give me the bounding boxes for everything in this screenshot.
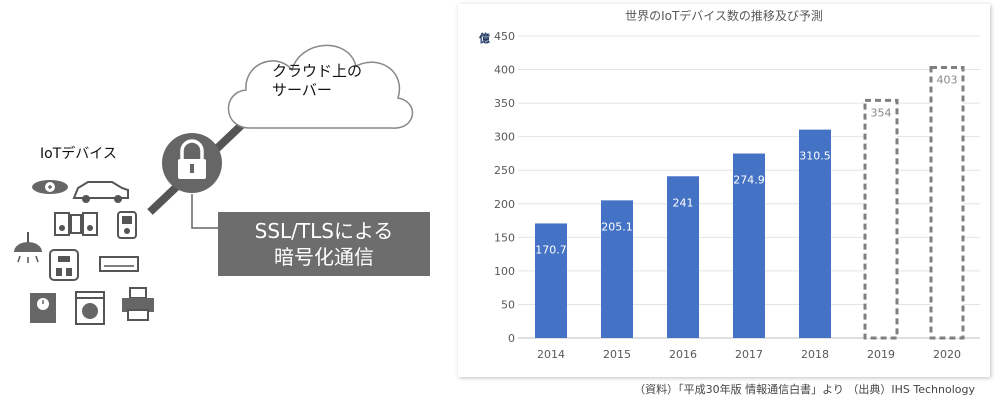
y-tick-label: 200 bbox=[494, 198, 515, 211]
ssl-label-line2: 暗号化通信 bbox=[218, 244, 430, 270]
smart-glasses-icon bbox=[32, 180, 68, 194]
lock-icon bbox=[162, 133, 222, 193]
y-tick-label: 50 bbox=[501, 298, 515, 311]
y-tick-label: 350 bbox=[494, 97, 515, 110]
washing-machine-icon bbox=[76, 292, 104, 324]
source-note: （資料）「平成30年版 情報通信白書」より （出典）IHS Technology bbox=[634, 381, 975, 397]
x-tick-label: 2020 bbox=[933, 348, 961, 361]
music-player-icon bbox=[118, 212, 136, 238]
iot-diagram: クラウド上の サーバー IoTデバイス SSL/TLSによる 暗号化通信 bbox=[0, 0, 440, 404]
diagram-graphics bbox=[0, 0, 440, 404]
chart-panel: 世界のIoTデバイス数の推移及び予測 億 0 50 100 150 200 250 300 3… bbox=[458, 4, 990, 377]
ceiling-light-icon bbox=[14, 232, 42, 263]
forecast-bar bbox=[865, 100, 897, 338]
y-tick-label: 250 bbox=[494, 164, 515, 177]
bar-value-label: 403 bbox=[937, 74, 958, 87]
x-tick-label: 2016 bbox=[669, 348, 697, 361]
forecast-bar bbox=[931, 68, 963, 338]
y-tick-label: 450 bbox=[494, 30, 515, 43]
bar-value-label: 170.7 bbox=[535, 243, 567, 256]
bar-value-label: 274.9 bbox=[733, 174, 765, 187]
x-tick-label: 2018 bbox=[801, 348, 829, 361]
x-tick-label: 2019 bbox=[867, 348, 895, 361]
lock-connector bbox=[192, 194, 218, 228]
air-conditioner-icon bbox=[100, 257, 138, 271]
iot-devices-label: IoTデバイス bbox=[40, 143, 117, 163]
car-icon bbox=[74, 182, 128, 203]
bar-value-label: 241 bbox=[673, 196, 694, 209]
y-tick-label: 0 bbox=[508, 332, 515, 345]
y-tick-label: 150 bbox=[494, 231, 515, 244]
bar-value-label: 354 bbox=[871, 106, 892, 119]
x-tick-label: 2015 bbox=[603, 348, 631, 361]
weighing-scale-icon bbox=[30, 293, 56, 323]
cloud-label: クラウド上の サーバー bbox=[272, 62, 362, 100]
bar-value-label: 205.1 bbox=[601, 220, 633, 233]
x-tick-label: 2017 bbox=[735, 348, 763, 361]
printer-icon bbox=[122, 288, 154, 320]
bar-chart: 0 50 100 150 200 250 300 350 400 450 170.7 2014 205.… bbox=[458, 4, 990, 377]
x-tick-label: 2014 bbox=[537, 348, 565, 361]
stereo-icon bbox=[55, 213, 97, 235]
scale-icon bbox=[50, 250, 78, 280]
bar bbox=[535, 223, 567, 338]
ssl-label-line1: SSL/TLSによる bbox=[218, 218, 430, 244]
ssl-tls-box: SSL/TLSによる 暗号化通信 bbox=[218, 212, 430, 276]
y-tick-label: 100 bbox=[494, 265, 515, 278]
y-tick-label: 300 bbox=[494, 131, 515, 144]
y-tick-label: 400 bbox=[494, 64, 515, 77]
bar-value-label: 310.5 bbox=[799, 150, 831, 163]
